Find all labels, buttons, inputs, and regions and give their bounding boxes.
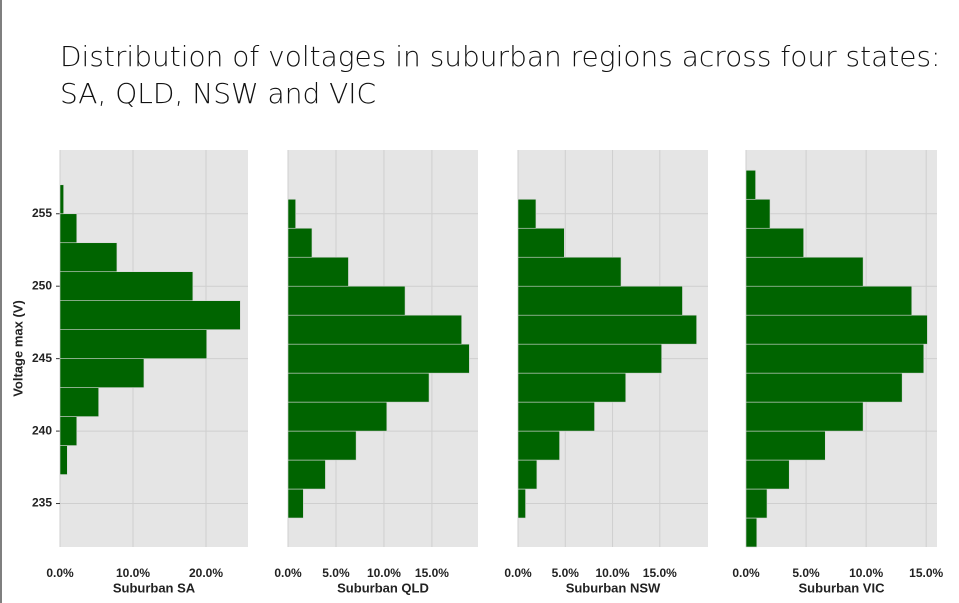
bar (745, 401, 864, 432)
bar (517, 256, 622, 287)
bar (745, 198, 771, 229)
x-tick-label: 10.0% (367, 566, 401, 580)
bar (517, 430, 560, 461)
x-tick-label: 5.0% (552, 566, 580, 580)
bar (517, 459, 538, 490)
x-axis-label: Suburban VIC (799, 580, 886, 595)
bar (745, 285, 913, 316)
bar (59, 242, 118, 273)
x-tick-label: 15.0% (909, 566, 943, 580)
y-tick-label: 245 (32, 351, 52, 365)
x-axis-label: Suburban NSW (566, 580, 661, 595)
title-line: Distribution of voltages in suburban reg… (60, 40, 940, 73)
bar (59, 184, 64, 215)
bar (745, 459, 790, 490)
bar (745, 256, 864, 287)
bar (517, 227, 565, 258)
bar (59, 329, 208, 359)
x-tick-label: 15.0% (643, 566, 677, 580)
bar (287, 343, 470, 374)
bar (517, 488, 526, 519)
bar (745, 488, 768, 519)
x-axis-label: Suburban SA (113, 580, 196, 595)
bar (517, 372, 627, 403)
bar (287, 314, 462, 345)
bar (59, 271, 194, 301)
bar (745, 169, 756, 200)
bar (59, 387, 99, 417)
x-axis-label: Suburban QLD (337, 580, 429, 595)
x-tick-label: 0.0% (46, 566, 74, 580)
x-tick-label: 10.0% (116, 566, 150, 580)
bar (745, 517, 758, 548)
x-tick-label: 0.0% (504, 566, 532, 580)
bar (59, 358, 145, 388)
bar (517, 198, 537, 229)
bar (59, 416, 78, 446)
bar (287, 372, 430, 403)
bar (745, 343, 925, 374)
bar (517, 314, 697, 345)
bar (287, 285, 406, 316)
bar (287, 401, 388, 432)
x-tick-label: 5.0% (792, 566, 820, 580)
bar (745, 314, 928, 345)
y-tick-label: 250 (32, 278, 52, 292)
bar (287, 430, 357, 461)
bar (517, 285, 683, 316)
bar (517, 343, 662, 374)
bar (745, 372, 903, 403)
x-tick-label: 0.0% (732, 566, 760, 580)
y-tick-label: 235 (32, 496, 52, 510)
x-tick-label: 10.0% (849, 566, 883, 580)
bar (287, 227, 313, 258)
bar (517, 401, 595, 432)
bar (59, 213, 78, 244)
y-tick-label: 255 (32, 206, 52, 220)
x-tick-label: 5.0% (322, 566, 350, 580)
x-tick-label: 20.0% (189, 566, 223, 580)
bar (59, 445, 68, 475)
bar (287, 488, 304, 519)
bar (745, 227, 804, 258)
x-tick-label: 10.0% (596, 566, 630, 580)
bar (287, 256, 349, 287)
x-tick-label: 0.0% (274, 566, 302, 580)
x-tick-label: 15.0% (415, 566, 449, 580)
y-axis-label: Voltage max (V) (10, 300, 25, 397)
bar (287, 459, 326, 490)
bar (59, 300, 241, 330)
title-line: SA, QLD, NSW and VIC (60, 77, 376, 110)
y-tick-label: 240 (32, 423, 52, 437)
bar (287, 198, 296, 229)
bar (745, 430, 826, 461)
